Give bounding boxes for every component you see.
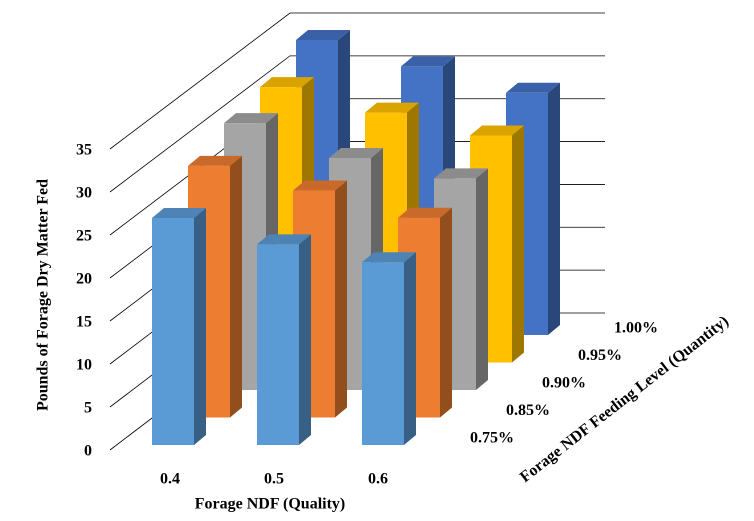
y-tick-label: 30 xyxy=(76,185,92,202)
bar xyxy=(152,208,206,445)
bar-face xyxy=(194,208,206,445)
y-tick-label: 15 xyxy=(76,314,92,331)
y-axis-title: Pounds of Forage Dry Matter Fed xyxy=(35,179,52,411)
bar-face xyxy=(470,125,524,136)
x-axis-title: Forage NDF (Quality) xyxy=(195,496,345,513)
bar-face xyxy=(296,30,350,41)
y-tick-label: 10 xyxy=(76,357,92,374)
grid-line xyxy=(109,12,605,150)
bar-face xyxy=(335,180,347,418)
grid-line xyxy=(109,55,605,193)
bar-face xyxy=(152,218,194,445)
series-label: 0.85% xyxy=(506,402,550,419)
bar xyxy=(257,234,311,445)
bar-face xyxy=(224,113,278,124)
bar-face xyxy=(434,168,488,179)
bar-face xyxy=(152,208,206,219)
bar-face xyxy=(365,102,419,113)
y-tick-label: 25 xyxy=(76,228,92,245)
y-tick-label: 0 xyxy=(84,443,92,460)
bar-face xyxy=(476,168,488,390)
series-label: 0.75% xyxy=(470,430,514,447)
bar xyxy=(362,252,416,445)
bar-face xyxy=(299,234,311,445)
series-label: 0.95% xyxy=(578,347,622,364)
series-label: 1.00% xyxy=(614,320,658,337)
bar-face xyxy=(404,252,416,445)
z-axis-title: Forage NDF Feeding Level (Quantity) xyxy=(517,313,732,486)
x-tick-label: 0.6 xyxy=(368,471,388,488)
y-tick-label: 20 xyxy=(76,271,92,288)
bar-face xyxy=(506,82,560,93)
bar-face xyxy=(257,244,299,445)
bar-face xyxy=(398,207,452,218)
bar-face xyxy=(440,207,452,418)
bar-face xyxy=(362,262,404,445)
bar-face xyxy=(329,147,383,158)
x-tick-label: 0.4 xyxy=(160,471,180,488)
x-tick-label: 0.5 xyxy=(264,471,284,488)
bar-face xyxy=(362,252,416,263)
bar-face xyxy=(230,155,242,418)
bar-face xyxy=(401,56,455,67)
bar-face xyxy=(260,77,314,88)
bar-face xyxy=(512,125,524,363)
bar-face xyxy=(257,234,311,245)
bar-face xyxy=(293,180,347,191)
y-tick-label: 35 xyxy=(76,142,92,159)
bar-face xyxy=(548,82,560,335)
bar-face xyxy=(188,155,242,166)
y-tick-label: 5 xyxy=(84,400,92,417)
series-label: 0.90% xyxy=(542,375,586,392)
